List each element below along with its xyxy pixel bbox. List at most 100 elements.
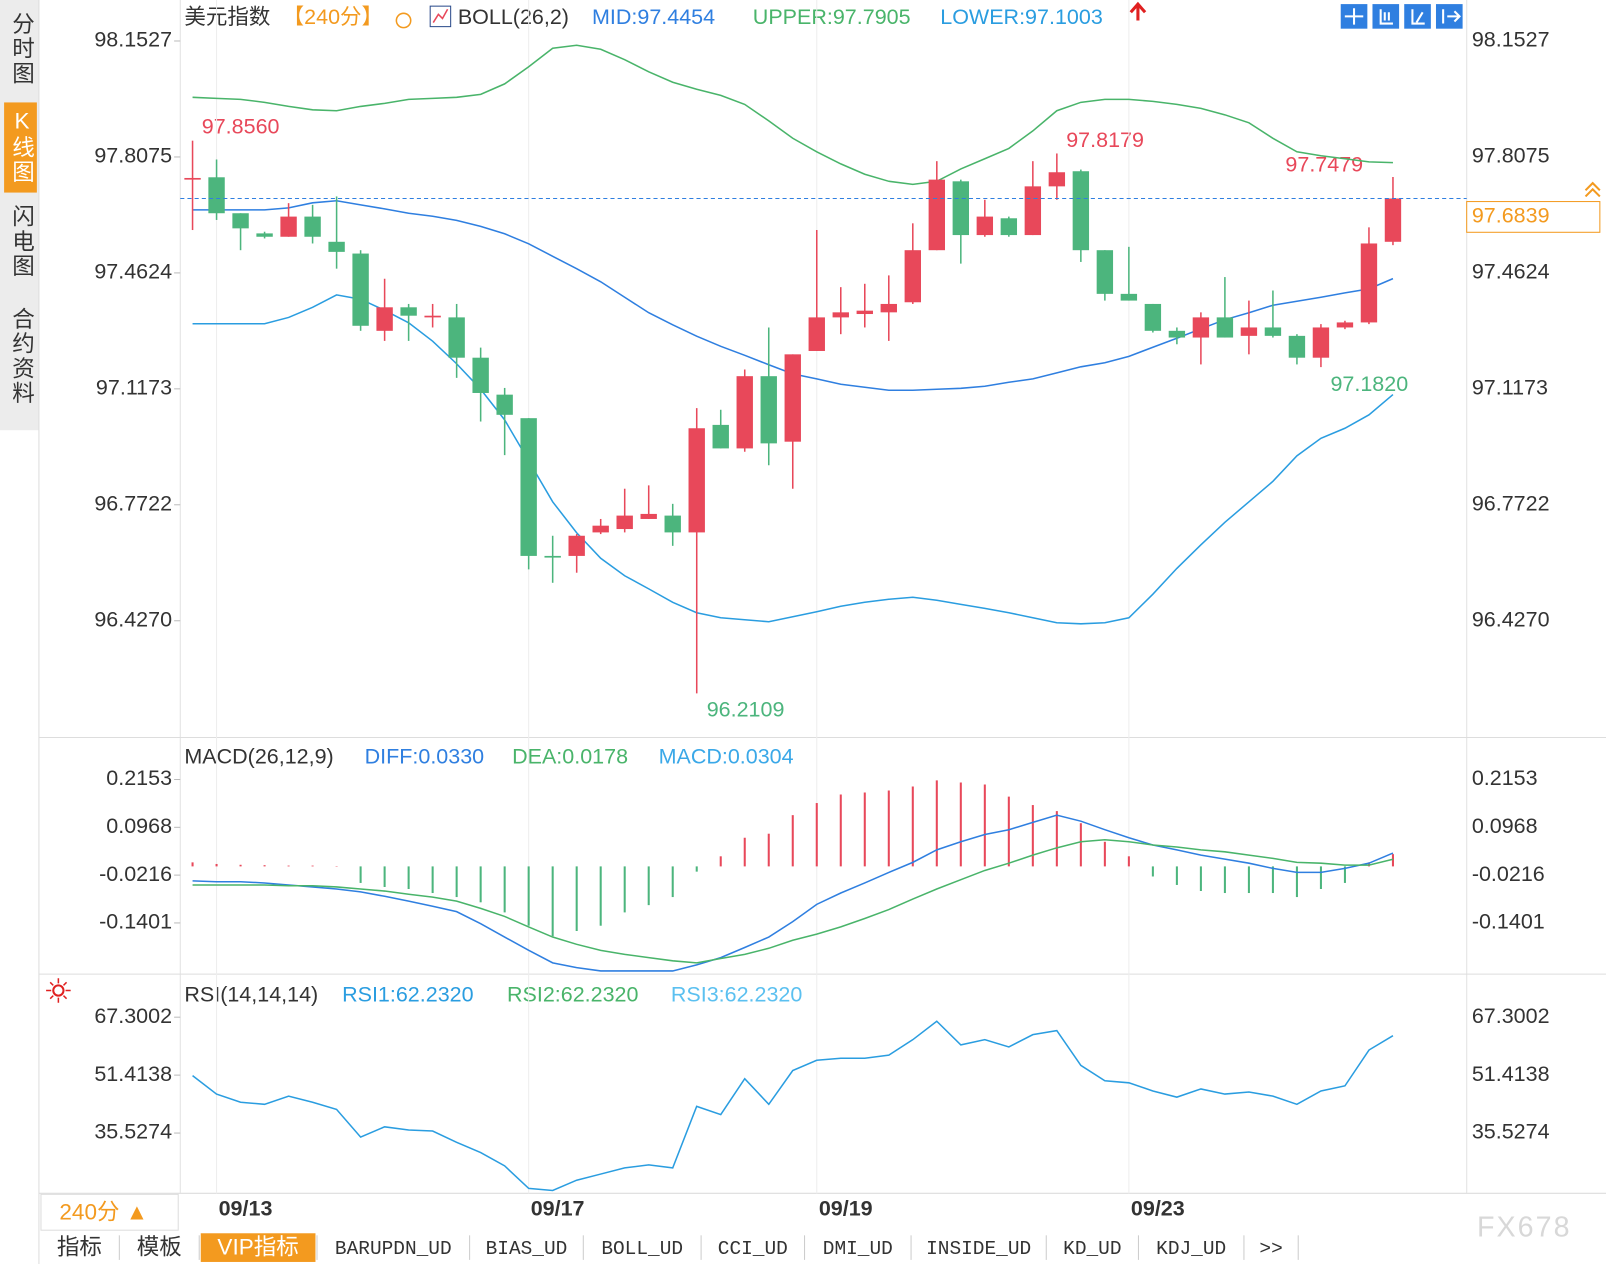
tab-label[interactable]: VIP指标: [217, 1235, 298, 1260]
y-tick-label: 97.8075: [94, 144, 172, 168]
tab-label[interactable]: DMI_UD: [823, 1238, 893, 1260]
arrow-icon: [1129, 1, 1147, 21]
x-tick-label: 09/17: [531, 1196, 585, 1220]
tab-label[interactable]: BOLL_UD: [601, 1238, 683, 1260]
candle-body: [760, 376, 777, 444]
tab[interactable]: [318, 1233, 469, 1262]
candle-body: [472, 357, 489, 393]
x-tick-label: 09/23: [1131, 1196, 1185, 1220]
tab[interactable]: [40, 1233, 118, 1262]
low-label: 97.1820: [1330, 372, 1408, 396]
legend-item: RSI1:62.2320: [342, 982, 474, 1006]
tab[interactable]: [120, 1233, 198, 1262]
legend-item: DIFF:0.0330: [365, 745, 485, 769]
candle-body: [280, 216, 297, 237]
tab-label[interactable]: 模板: [137, 1235, 182, 1260]
candle-body: [1144, 303, 1162, 331]
sidebar-tab[interactable]: 合约资料: [10, 307, 35, 406]
tab-label[interactable]: BIAS_UD: [486, 1238, 568, 1260]
candle-body: [328, 241, 345, 252]
candle-body: [1264, 327, 1282, 336]
candle-body: [376, 307, 393, 331]
y-tick-label: 96.4270: [94, 607, 172, 631]
candle-body: [1336, 322, 1354, 328]
tab-label[interactable]: KDJ_UD: [1156, 1238, 1226, 1260]
candle-body: [400, 307, 417, 316]
candle-body: [688, 428, 705, 533]
candle-body: [232, 213, 249, 229]
tab-label[interactable]: 指标: [57, 1235, 102, 1260]
y-tick-label: 51.4138: [94, 1062, 172, 1086]
y-tick-label: 0.2153: [1472, 766, 1538, 790]
candle-body: [352, 253, 369, 326]
tab[interactable]: [200, 1233, 316, 1262]
candle-body: [880, 303, 897, 313]
sidebar-tab[interactable]: K线图: [10, 109, 35, 185]
tab[interactable]: [912, 1233, 1045, 1262]
y-tick-label: 97.1173: [96, 376, 172, 400]
tool-glyph: [1344, 8, 1461, 25]
candle-body: [1000, 218, 1018, 236]
candle-body: [1048, 172, 1066, 187]
tab[interactable]: [1047, 1233, 1137, 1262]
high-label: 97.8179: [1066, 128, 1144, 152]
sidebar-tab[interactable]: 闪电图: [10, 205, 35, 279]
candle-body: [1288, 335, 1306, 358]
x-tick-label: 09/13: [219, 1196, 273, 1220]
tab[interactable]: [1245, 1233, 1297, 1262]
tab-label[interactable]: BARUPDN_UD: [335, 1238, 452, 1260]
y-tick-label: -0.1401: [99, 910, 172, 934]
period: 【240分】: [283, 5, 383, 29]
legend-item: DEA:0.0178: [512, 745, 628, 769]
candle-body: [1384, 198, 1402, 242]
legend-item: MACD:0.0304: [659, 745, 794, 769]
y-tick-label: 67.3002: [1472, 1004, 1550, 1028]
y-tick-label: 98.1527: [1472, 28, 1550, 52]
candle-body: [592, 525, 609, 533]
candle-body: [1360, 243, 1378, 323]
watermark: FX678: [1477, 1212, 1572, 1244]
candle-body: [1024, 186, 1042, 236]
series-line: [192, 814, 1394, 972]
y-tick-label: 67.3002: [94, 1004, 172, 1028]
tab[interactable]: [471, 1233, 582, 1262]
candle-body: [1096, 250, 1114, 294]
candle-body: [616, 515, 633, 530]
add-icon[interactable]: [395, 12, 412, 29]
series-line: [192, 838, 1394, 964]
candle-body: [1072, 171, 1090, 251]
tab-label[interactable]: >>: [1259, 1238, 1282, 1260]
tab[interactable]: [1139, 1233, 1243, 1262]
last-price-arrow: [1584, 181, 1601, 198]
candle-body: [904, 250, 921, 303]
settings-icon[interactable]: [46, 978, 71, 1003]
sidebar-tab[interactable]: 分时图: [10, 12, 35, 86]
tab-label[interactable]: KD_UD: [1063, 1238, 1121, 1260]
low-label: 96.2109: [707, 698, 785, 722]
candle-body: [928, 179, 945, 251]
candle-body: [1240, 327, 1258, 336]
tab[interactable]: [702, 1233, 803, 1262]
candle-body: [856, 310, 873, 315]
candle-body: [304, 216, 321, 237]
tab-label[interactable]: INSIDE_UD: [926, 1238, 1031, 1260]
tool-button[interactable]: [1404, 4, 1431, 29]
candle-body: [184, 177, 201, 180]
panel-title: MACD(26,12,9): [184, 745, 333, 769]
candle-body: [976, 216, 994, 236]
candle-body: [1120, 293, 1138, 301]
indicator-icon: [432, 8, 449, 23]
candle-body: [832, 312, 849, 318]
legend-item: MID:97.4454: [592, 5, 715, 29]
period-selector[interactable]: [40, 1193, 179, 1231]
x-tick-label: 09/19: [819, 1196, 873, 1220]
legend-item: LOWER:97.1003: [940, 5, 1103, 29]
tab-label[interactable]: CCI_UD: [718, 1238, 788, 1260]
candle-body: [736, 376, 753, 449]
period-selector-label[interactable]: 240分 ▲: [59, 1200, 148, 1225]
tab[interactable]: [806, 1233, 910, 1262]
series-line: [192, 44, 1393, 186]
tab[interactable]: [584, 1233, 700, 1262]
candle-body: [1216, 317, 1234, 338]
